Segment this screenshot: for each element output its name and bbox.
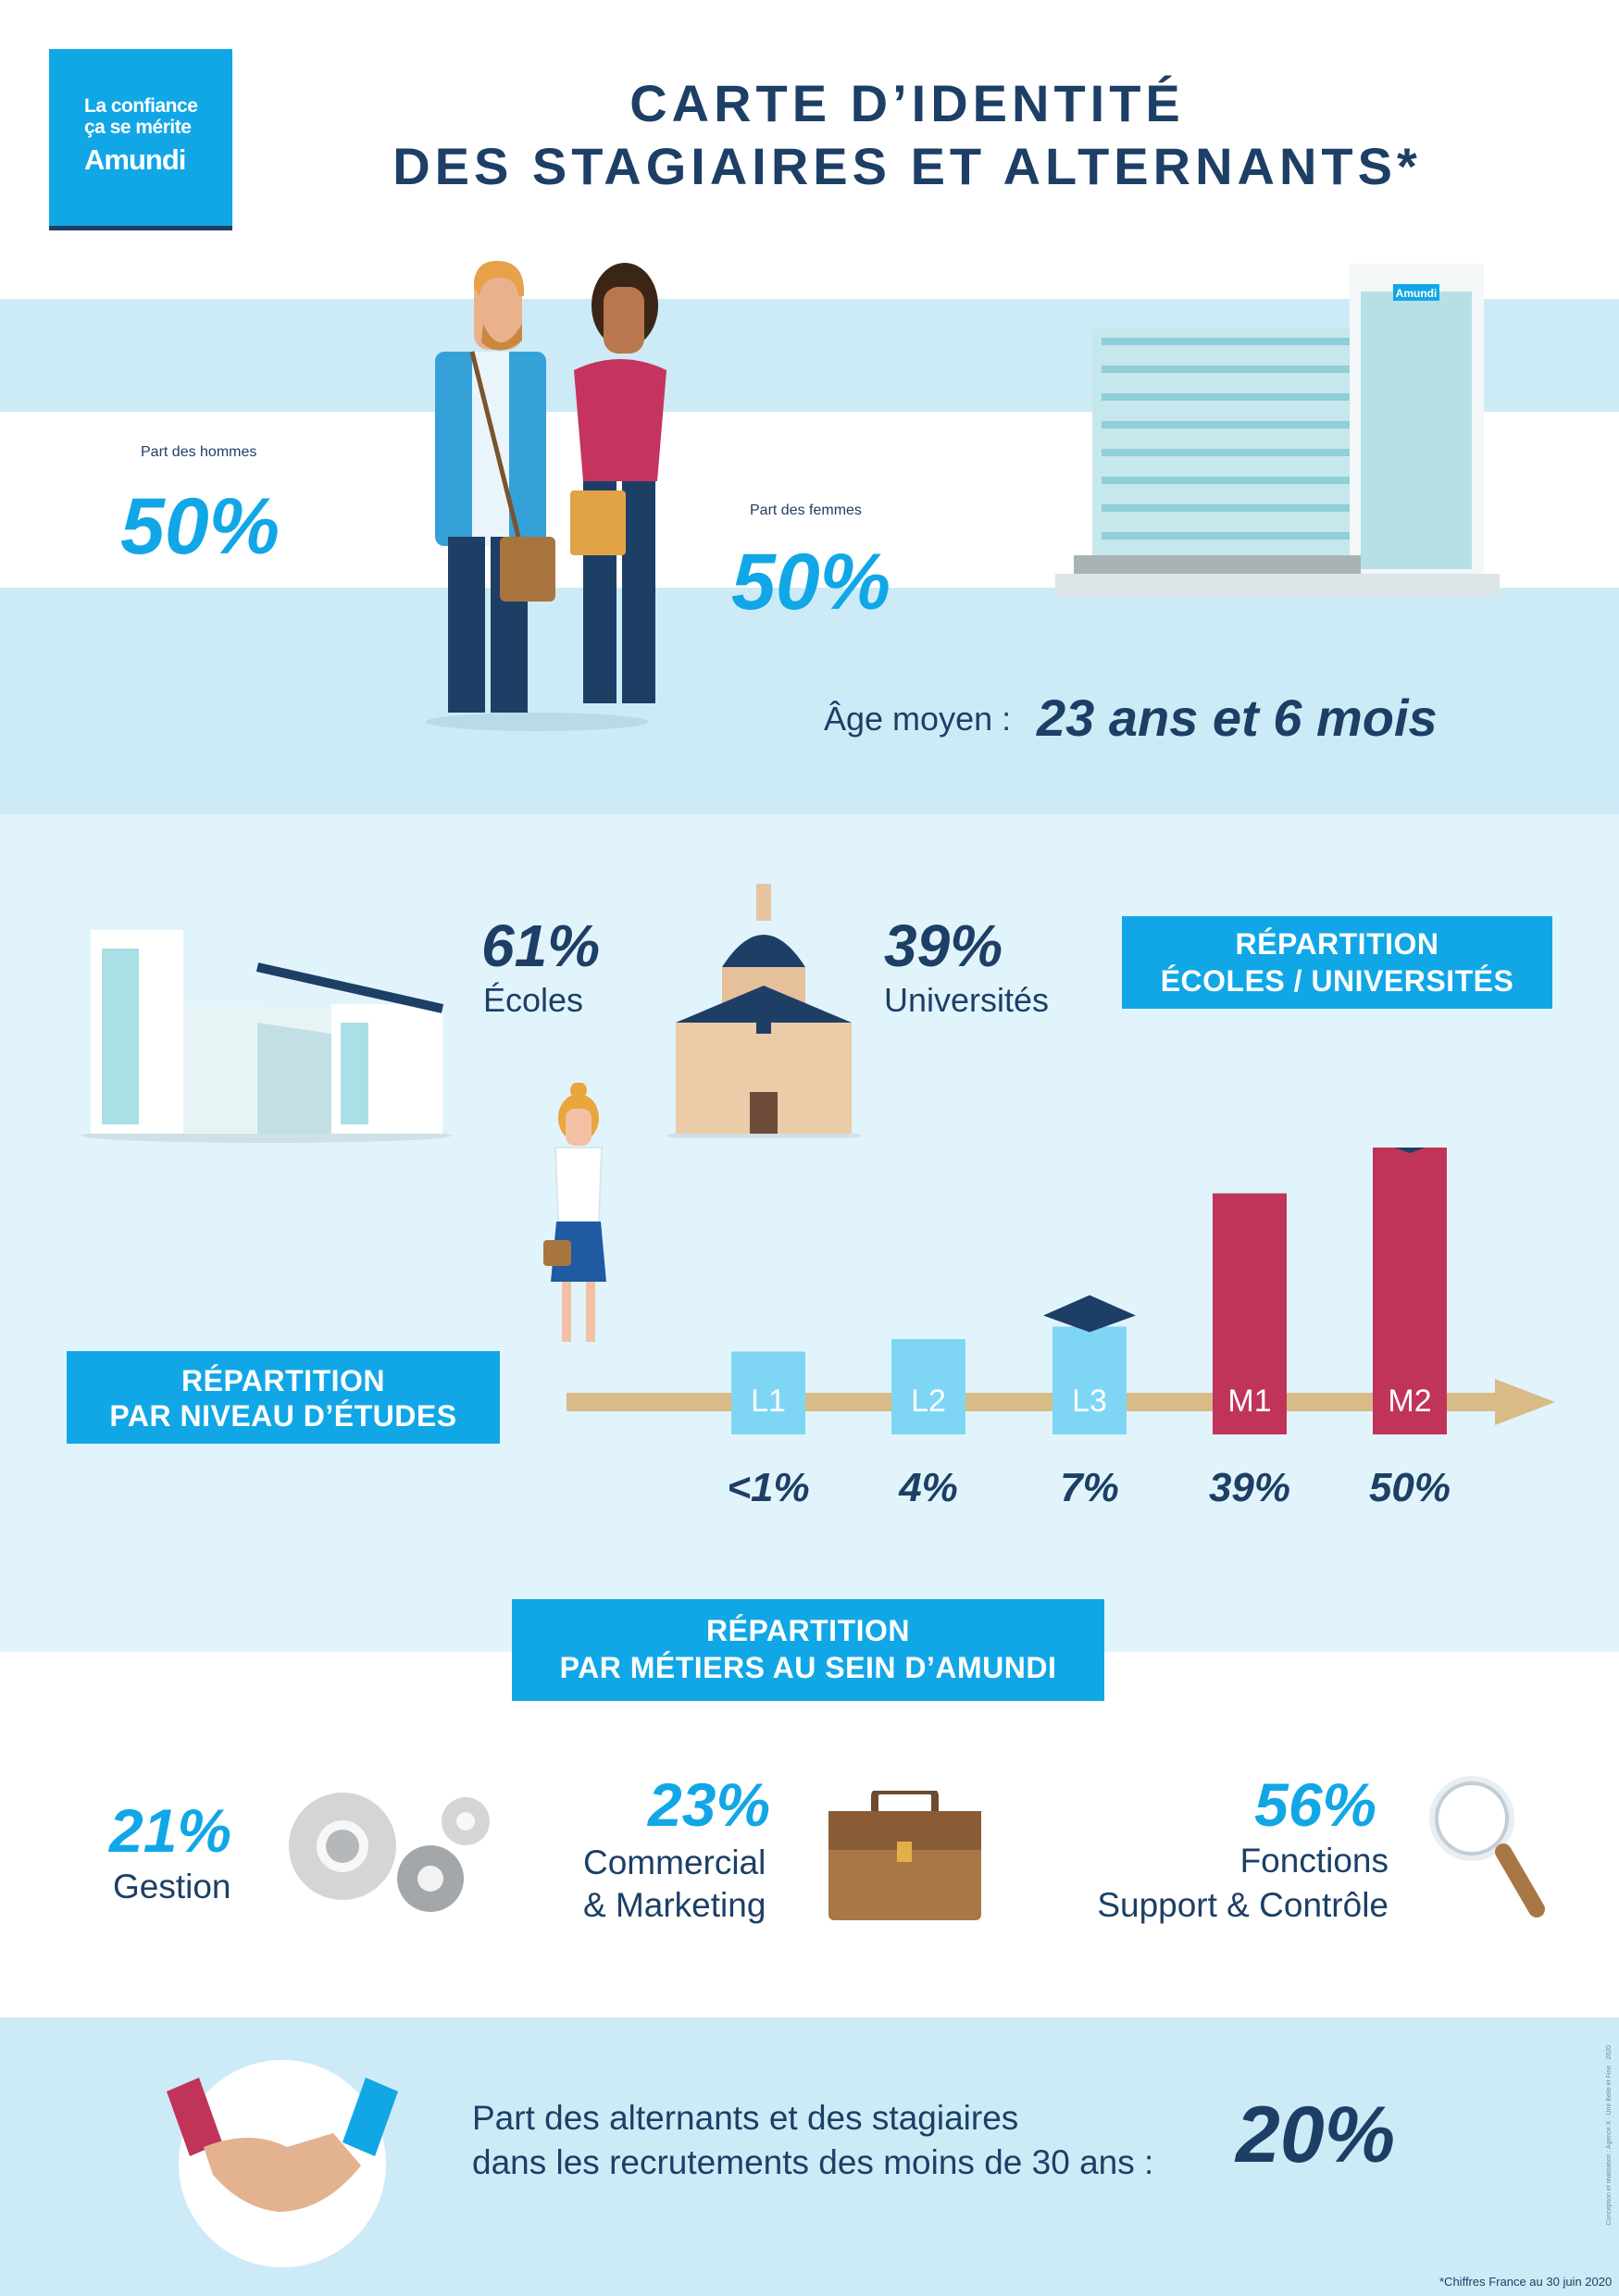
job-commercial-value: 23%: [648, 1770, 771, 1839]
student-illustration: [543, 1083, 606, 1342]
gears-icon: [289, 1793, 490, 1912]
bar-label-l2: L2: [911, 1384, 946, 1419]
univ-value: 39%: [884, 912, 1003, 979]
value-label-m2: 50%: [1369, 1465, 1451, 1510]
job-gestion-label: Gestion: [113, 1868, 231, 1905]
value-label-l3: 7%: [1060, 1465, 1119, 1510]
band-age: [0, 588, 1619, 814]
job-gestion-value: 21%: [109, 1796, 232, 1865]
ecoles-value: 61%: [481, 912, 601, 979]
amundi-headquarters-illustration: Amundi: [1055, 264, 1500, 597]
sorbonne-building-illustration: [666, 884, 861, 1138]
men-label: Part des hommes: [141, 444, 257, 460]
bar-l3: [1052, 1326, 1127, 1434]
amundi-logo: La confiance ça se mérite Amundi: [49, 49, 232, 230]
value-label-l2: 4%: [898, 1465, 958, 1510]
man-woman-illustration: [426, 260, 666, 731]
bar-label-l1: L1: [751, 1384, 786, 1419]
job-support-label: Fonctions Support & Contrôle: [1097, 1842, 1389, 1924]
men-value: 50%: [120, 482, 280, 571]
bar-label-m1: M1: [1227, 1384, 1271, 1419]
value-label-m1: 39%: [1209, 1465, 1290, 1510]
bar-label-l3: L3: [1072, 1384, 1107, 1419]
recruit-text: Part des alternants et des stagiaires da…: [472, 2099, 1154, 2181]
job-support-value: 56%: [1254, 1770, 1377, 1839]
magnifier-icon: [1429, 1776, 1545, 1917]
women-label: Part des femmes: [750, 503, 862, 518]
value-label-l1: <1%: [727, 1465, 809, 1510]
building-sign: Amundi: [1396, 287, 1438, 300]
job-commercial-label: Commercial & Marketing: [583, 1843, 766, 1924]
ecoles-label: Écoles: [483, 981, 584, 1019]
school-building-illustration: [81, 930, 452, 1143]
univ-label: Universités: [884, 981, 1050, 1019]
footnote: *Chiffres France au 30 juin 2020: [1439, 2275, 1613, 2289]
graduation-cap-icon: [1043, 1295, 1136, 1333]
ribbon-jobs: RÉPARTITION PAR MÉTIERS AU SEIN D’AMUNDI: [512, 1599, 1104, 1701]
ribbon-levels: RÉPARTITION PAR NIVEAU D’ÉTUDES: [67, 1351, 500, 1444]
bar-l1: [731, 1351, 805, 1434]
credit-text: Conception et réalisation : Agence X · U…: [1606, 2045, 1613, 2226]
age-label: Âge moyen :: [824, 700, 1012, 738]
ribbon-schools: RÉPARTITION ÉCOLES / UNIVERSITÉS: [1122, 916, 1552, 1009]
page-title: CARTE D’IDENTITÉ DES STAGIAIRES ET ALTER…: [392, 74, 1422, 195]
bar-m1: [1213, 1193, 1287, 1434]
age-value: 23 ans et 6 mois: [1037, 689, 1438, 747]
women-value: 50%: [731, 538, 891, 627]
recruit-value: 20%: [1236, 2091, 1396, 2179]
briefcase-icon: [828, 1791, 981, 1920]
handshake-illustration: [167, 2060, 398, 2267]
graduation-cap-icon: [1394, 1148, 1426, 1153]
bar-label-m2: M2: [1388, 1384, 1431, 1419]
bar-l2: [891, 1339, 965, 1434]
bar-m2: [1373, 1148, 1447, 1434]
education-level-chart: L1 <1% L2 4% L3 7% M1 39% M2 50%: [567, 1148, 1555, 1510]
